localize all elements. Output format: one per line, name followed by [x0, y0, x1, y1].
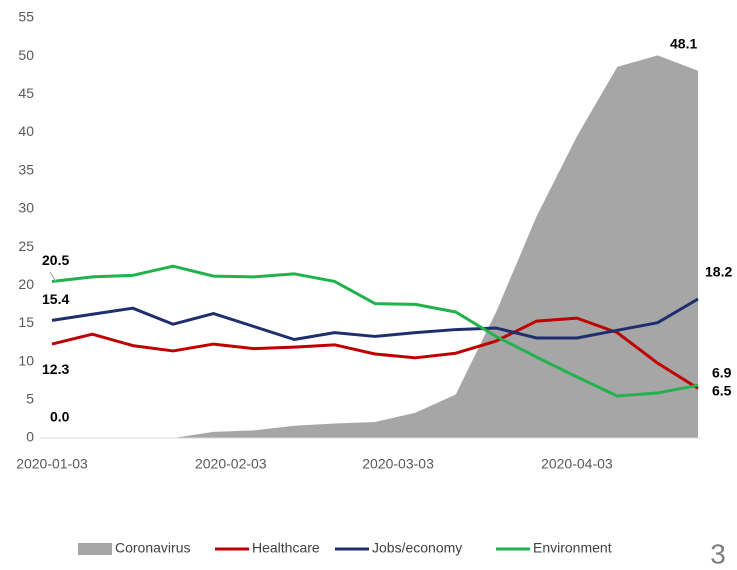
area	[52, 55, 698, 438]
x-tick-label: 2020-03-03	[362, 456, 434, 472]
y-tick-label: 20	[18, 276, 34, 292]
data-label: 6.9	[712, 365, 732, 381]
data-label: 12.3	[42, 361, 69, 377]
y-tick-label: 0	[26, 429, 34, 445]
line	[51, 297, 699, 341]
page-number: 3	[710, 538, 726, 569]
x-tick-label: 2020-01-03	[16, 456, 88, 472]
data-label: 20.5	[42, 252, 69, 268]
y-tick-label: 10	[18, 352, 34, 368]
y-tick-label: 25	[18, 238, 34, 254]
y-tick-label: 30	[18, 200, 34, 216]
legend-swatch	[78, 543, 112, 555]
y-tick-label: 40	[18, 123, 34, 139]
legend-label: Coronavirus	[115, 540, 190, 556]
y-tick-label: 45	[18, 85, 34, 101]
data-label: 15.4	[42, 291, 69, 307]
y-tick-label: 5	[26, 391, 34, 407]
data-label: 6.5	[712, 383, 732, 399]
leader-line	[49, 271, 57, 283]
y-tick-label: 15	[18, 314, 34, 330]
data-label: 0.0	[50, 409, 70, 425]
data-label: 18.2	[705, 264, 732, 280]
x-tick-label: 2020-02-03	[195, 456, 267, 472]
line	[51, 264, 699, 398]
x-tick-label: 2020-04-03	[541, 456, 613, 472]
legend-label: Healthcare	[252, 540, 320, 556]
data-label: 48.1	[670, 35, 697, 51]
line	[51, 316, 699, 390]
legend-label: Jobs/economy	[372, 540, 462, 556]
legend-label: Environment	[533, 540, 612, 556]
y-tick-label: 50	[18, 47, 34, 63]
y-tick-label: 35	[18, 161, 34, 177]
y-tick-label: 55	[18, 9, 34, 25]
